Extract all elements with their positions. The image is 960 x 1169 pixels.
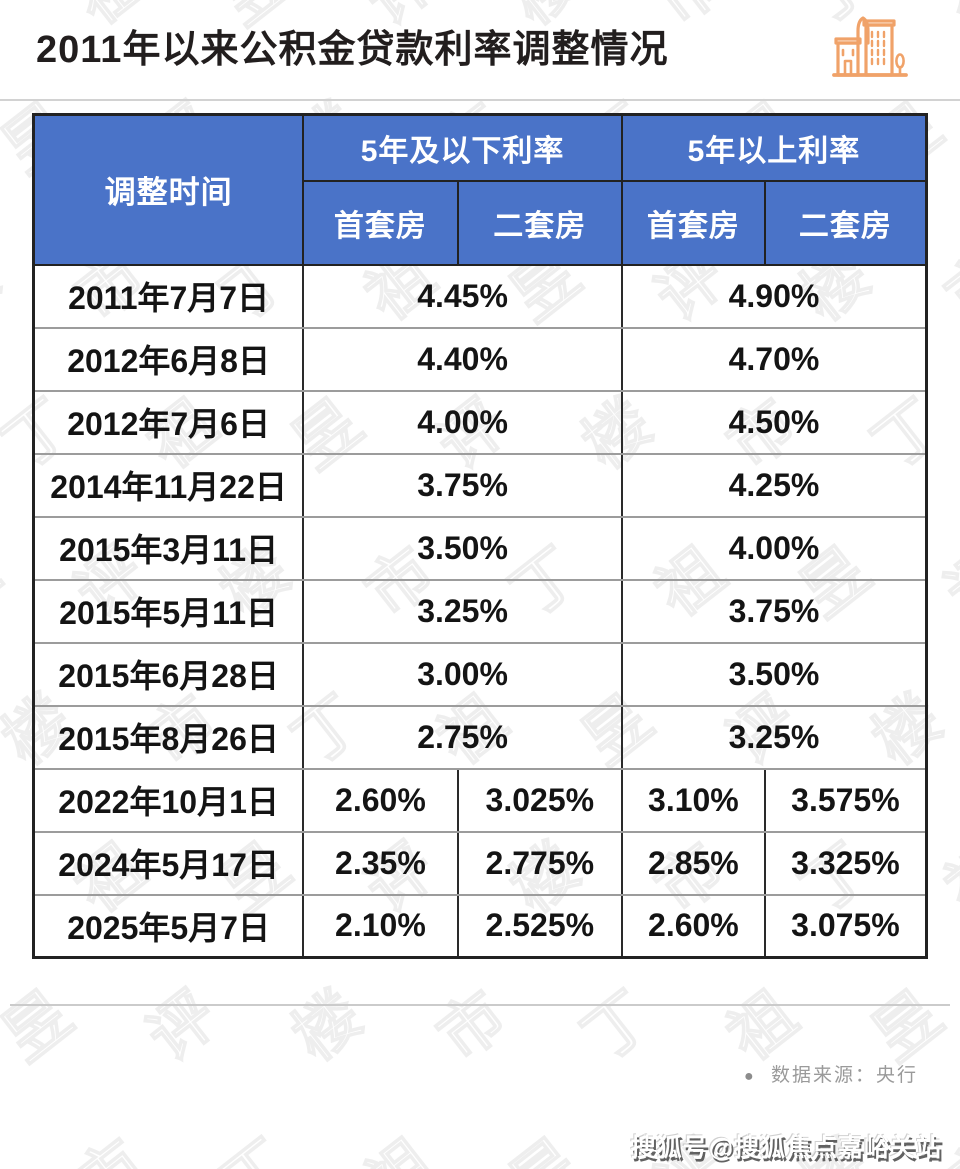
rate-cell-under5: 3.00%: [302, 642, 623, 707]
rate-cell-over5-first: 3.10%: [620, 768, 766, 833]
table-row: 2015年6月28日 3.00% 3.50%: [32, 642, 928, 707]
table-row: 2025年5月7日 2.10% 2.525% 2.60% 3.075%: [32, 894, 928, 958]
rate-cell-under5: 4.45%: [302, 264, 623, 329]
header-over5-second-home: 二套房: [763, 179, 928, 266]
header-adjust-time: 调整时间: [32, 113, 305, 266]
rate-cell-over5-second: 3.325%: [763, 831, 928, 896]
rate-table: 调整时间 5年及以下利率 5年以上利率 首套房 二套房 首套房 二套房 2011…: [32, 113, 928, 959]
rate-cell-under5-first: 2.60%: [302, 768, 459, 833]
rate-cell-over5: 3.75%: [620, 579, 928, 644]
rate-table-container: 调整时间 5年及以下利率 5年以上利率 首套房 二套房 首套房 二套房 2011…: [32, 113, 928, 959]
header-under5-second-home: 二套房: [456, 179, 623, 266]
table-row: 2012年6月8日 4.40% 4.70%: [32, 327, 928, 392]
title-bar: 2011年以来公积金贷款利率调整情况: [0, 0, 960, 101]
header-under5-group: 5年及以下利率: [302, 113, 623, 182]
table-row: 2014年11月22日 3.75% 4.25%: [32, 453, 928, 518]
rate-cell-under5-second: 2.775%: [456, 831, 623, 896]
date-cell: 2015年3月11日: [32, 516, 305, 581]
rate-cell-under5: 3.25%: [302, 579, 623, 644]
header-over5-first-home: 首套房: [620, 179, 766, 266]
date-cell: 2014年11月22日: [32, 453, 305, 518]
rate-cell-under5-second: 3.025%: [456, 768, 623, 833]
rate-cell-under5-first: 2.35%: [302, 831, 459, 896]
rate-cell-over5-second: 3.575%: [763, 768, 928, 833]
date-cell: 2011年7月7日: [32, 264, 305, 329]
rate-cell-over5: 3.25%: [620, 705, 928, 770]
header-under5-first-home: 首套房: [302, 179, 459, 266]
source-note: ● 数据来源：央行: [0, 1060, 960, 1087]
date-cell: 2025年5月7日: [32, 894, 305, 958]
building-icon: [830, 12, 910, 89]
header-group-row: 调整时间 5年及以下利率 5年以上利率: [32, 113, 928, 266]
page-title: 2011年以来公积金贷款利率调整情况: [36, 29, 669, 71]
rate-cell-over5-first: 2.60%: [620, 894, 766, 958]
table-row: 2011年7月7日 4.45% 4.90%: [32, 264, 928, 329]
rate-cell-over5: 4.00%: [620, 516, 928, 581]
rate-cell-under5: 4.40%: [302, 327, 623, 392]
date-cell: 2012年6月8日: [32, 327, 305, 392]
table-row: 2015年8月26日 2.75% 3.25%: [32, 705, 928, 770]
header-over5-group: 5年以上利率: [620, 113, 928, 182]
rate-cell-under5-second: 2.525%: [456, 894, 623, 958]
footer-divider: [10, 1004, 950, 1006]
source-label: 数据来源：央行: [770, 1065, 918, 1086]
rate-cell-under5: 2.75%: [302, 705, 623, 770]
date-cell: 2022年10月1日: [32, 768, 305, 833]
table-row: 2015年3月11日 3.50% 4.00%: [32, 516, 928, 581]
rate-cell-over5-first: 2.85%: [620, 831, 766, 896]
rate-cell-under5: 3.75%: [302, 453, 623, 518]
date-cell: 2012年7月6日: [32, 390, 305, 455]
date-cell: 2015年6月28日: [32, 642, 305, 707]
table-row: 2024年5月17日 2.35% 2.775% 2.85% 3.325%: [32, 831, 928, 896]
sohu-watermark: 搜狐号@搜狐焦点嘉峪关站: [630, 1134, 942, 1162]
date-cell: 2015年8月26日: [32, 705, 305, 770]
rate-cell-under5-first: 2.10%: [302, 894, 459, 958]
bullet-icon: ●: [744, 1068, 754, 1085]
rate-cell-over5: 4.50%: [620, 390, 928, 455]
rate-cell-over5: 3.50%: [620, 642, 928, 707]
header-sub-row: 首套房 二套房 首套房 二套房: [34, 179, 928, 266]
table-row: 2012年7月6日 4.00% 4.50%: [32, 390, 928, 455]
date-cell: 2015年5月11日: [32, 579, 305, 644]
table-row: 2015年5月11日 3.25% 3.75%: [32, 579, 928, 644]
rate-cell-over5-second: 3.075%: [763, 894, 928, 958]
rate-cell-under5: 3.50%: [302, 516, 623, 581]
rate-cell-over5: 4.90%: [620, 264, 928, 329]
table-row: 2022年10月1日 2.60% 3.025% 3.10% 3.575%: [32, 768, 928, 833]
rate-cell-over5: 4.25%: [620, 453, 928, 518]
rate-cell-under5: 4.00%: [302, 390, 623, 455]
rate-cell-over5: 4.70%: [620, 327, 928, 392]
date-cell: 2024年5月17日: [32, 831, 305, 896]
